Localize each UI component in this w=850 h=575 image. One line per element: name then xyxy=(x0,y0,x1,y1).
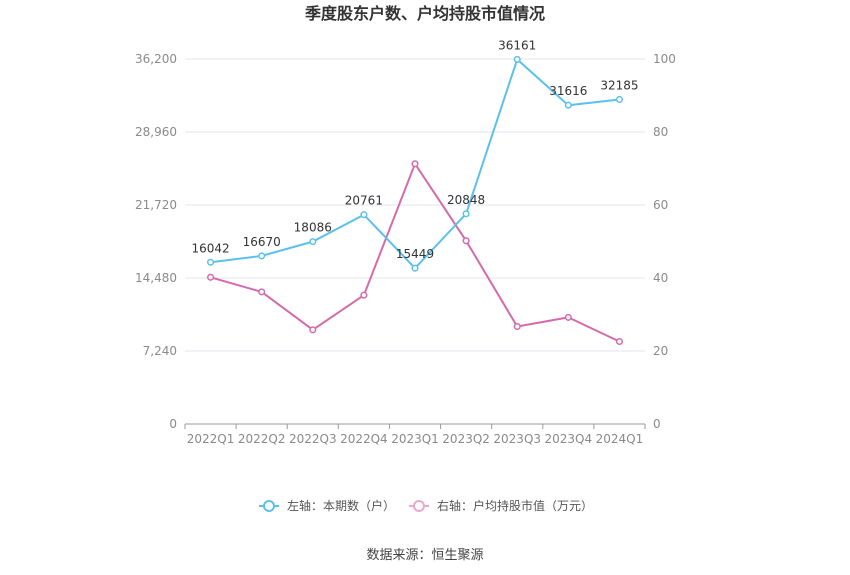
x-axis-tick-label: 2024Q1 xyxy=(596,432,644,446)
data-label: 31616 xyxy=(549,84,587,98)
legend-marker-right-series xyxy=(413,500,425,512)
right-series-point xyxy=(411,160,419,168)
data-label: 36161 xyxy=(498,38,536,52)
x-axis-tick-label: 2023Q1 xyxy=(391,432,439,446)
left-axis-tick-label: 14,480 xyxy=(135,271,177,285)
left-series-point xyxy=(411,264,419,272)
legend-label-right-series: 右轴：户均持股市值（万元） xyxy=(437,498,593,513)
legend: 左轴：本期数（户） 右轴：户均持股市值（万元） xyxy=(259,498,593,513)
right-axis-tick-label: 20 xyxy=(653,344,668,358)
left-axis-tick-label: 36,200 xyxy=(135,52,177,66)
legend-label-left-series: 左轴：本期数（户） xyxy=(287,498,395,513)
data-label: 16042 xyxy=(191,241,229,255)
right-series-point xyxy=(615,337,623,346)
x-axis-tick-label: 2023Q4 xyxy=(545,432,593,446)
right-axis-tick-label: 60 xyxy=(653,198,668,212)
left-series-point xyxy=(564,101,572,109)
left-series-point xyxy=(513,55,521,63)
right-series-point xyxy=(462,237,470,245)
left-series-point xyxy=(258,252,266,260)
x-axis-tick-label: 2022Q3 xyxy=(289,432,337,446)
left-series-point xyxy=(615,95,623,104)
data-label: 15449 xyxy=(396,247,434,261)
right-series-point xyxy=(207,273,215,281)
legend-marker-left-series xyxy=(263,500,275,512)
right-axis-tick-label: 0 xyxy=(653,417,661,431)
label-layer: 16042 16670 18086 20761 15449 20848 36161 31616… xyxy=(191,38,638,261)
left-series-point xyxy=(309,238,317,246)
x-axis-tick-label: 2022Q2 xyxy=(238,432,286,446)
left-series-point xyxy=(360,211,368,219)
left-series-point xyxy=(462,210,470,218)
right-series-point xyxy=(513,322,521,331)
x-axis-tick-label: 2022Q1 xyxy=(187,432,235,446)
right-series-point xyxy=(564,313,572,321)
data-label: 20761 xyxy=(345,194,383,208)
legend-item-right-series[interactable]: 右轴：户均持股市值（万元） xyxy=(409,498,593,513)
right-axis-tick-label: 80 xyxy=(653,125,668,139)
data-label: 32185 xyxy=(600,78,638,92)
grid-layer xyxy=(185,58,645,352)
left-axis-tick-label: 28,960 xyxy=(135,125,177,139)
series-layer xyxy=(207,55,623,346)
legend-item-left-series[interactable]: 左轴：本期数（户） xyxy=(259,498,395,513)
right-axis-tick-label: 100 xyxy=(653,52,676,66)
right-series-point xyxy=(309,326,317,334)
data-label: 16670 xyxy=(243,235,281,249)
source-note: 数据来源：恒生聚源 xyxy=(366,548,483,563)
left-series-point xyxy=(207,258,215,266)
data-label: 20848 xyxy=(447,193,485,207)
right-axis-tick-label: 40 xyxy=(653,271,668,285)
chart-title: 季度股东户数、户均持股市值情况 xyxy=(304,4,545,23)
x-axis-tick-label: 2023Q3 xyxy=(493,432,541,446)
axis-layer: 0 0 7,240 20 14,480 40 21,720 60 28,960 80 36,200 1… xyxy=(135,52,676,446)
x-axis-tick-label: 2022Q4 xyxy=(340,432,388,446)
right-series-point xyxy=(360,291,368,299)
left-axis-tick-label: 21,720 xyxy=(135,198,177,212)
x-axis-tick-label: 2023Q2 xyxy=(442,432,490,446)
data-label: 18086 xyxy=(294,221,332,235)
right-series-point xyxy=(258,288,266,296)
left-axis-tick-label: 7,240 xyxy=(143,344,177,358)
left-axis-tick-label: 0 xyxy=(169,417,177,431)
